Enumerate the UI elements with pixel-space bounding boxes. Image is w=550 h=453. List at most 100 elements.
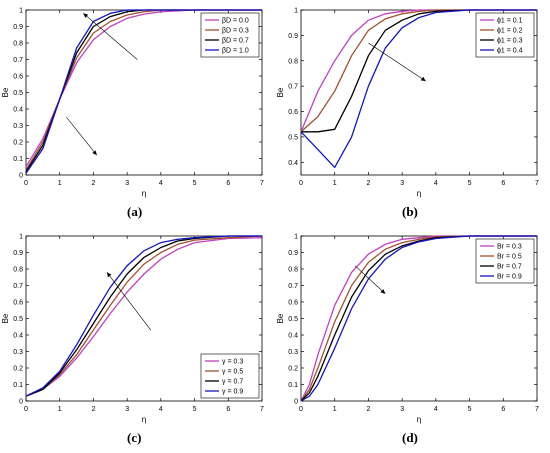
x-tick-label: 0 — [299, 406, 303, 413]
x-tick-label: 3 — [125, 406, 129, 413]
x-tick-label: 1 — [333, 406, 337, 413]
y-tick-label: 0.4 — [288, 333, 298, 340]
x-tick-label: 4 — [434, 180, 438, 187]
panel-caption-a: (a) — [127, 204, 143, 219]
y-tick-label: 0.7 — [13, 283, 23, 290]
y-tick-label: 1 — [294, 8, 298, 15]
y-tick-label: 0.4 — [13, 107, 23, 114]
x-tick-label: 5 — [193, 180, 197, 187]
x-axis-label: η — [417, 415, 421, 424]
y-tick-label: 0.2 — [13, 366, 23, 373]
y-tick-label: 0.2 — [288, 366, 298, 373]
x-axis-label: η — [417, 189, 421, 198]
legend: γ = 0.3 γ = 0.5 γ = 0.7 γ = 0.9 — [200, 353, 260, 399]
x-tick-label: 7 — [260, 180, 264, 187]
y-tick-label: 0.3 — [288, 349, 298, 356]
legend: Br = 0.3 Br = 0.5 Br = 0.7 Br = 0.9 — [475, 238, 535, 284]
legend-entry: Br = 0.7 — [497, 264, 522, 271]
y-tick-label: 1 — [19, 234, 23, 241]
y-axis-label: Be — [276, 313, 285, 323]
y-tick-label: 0.5 — [13, 90, 23, 97]
y-tick-label: 0.7 — [288, 84, 298, 91]
y-tick-label: 0.4 — [13, 333, 23, 340]
y-tick-label: 0 — [19, 173, 23, 180]
x-tick-label: 1 — [58, 406, 62, 413]
x-tick-label: 2 — [366, 406, 370, 413]
legend-entry: Br = 0.5 — [497, 254, 522, 261]
panel-caption-c: (c) — [127, 430, 142, 445]
x-tick-label: 1 — [58, 180, 62, 187]
x-tick-label: 6 — [501, 406, 505, 413]
legend-entry: βD = 1.0 — [222, 48, 249, 55]
x-tick-label: 3 — [400, 406, 404, 413]
x-tick-label: 6 — [226, 180, 230, 187]
series-line-1 — [25, 237, 263, 397]
panel-caption-b: (b) — [402, 204, 418, 219]
y-tick-label: 0.5 — [288, 134, 298, 141]
legend: ϕ1 = 0.1 ϕ1 = 0.2 ϕ1 = 0.3 ϕ1 = 0.4 — [475, 12, 535, 58]
y-tick-label: 0.7 — [13, 57, 23, 64]
legend-entry: γ = 0.5 — [222, 369, 243, 376]
y-tick-label: 0.8 — [288, 58, 298, 65]
x-tick-label: 1 — [333, 180, 337, 187]
y-tick-label: 0.9 — [13, 250, 23, 257]
x-tick-label: 6 — [501, 180, 505, 187]
legend-entry: βD = 0.0 — [222, 18, 249, 25]
y-tick-label: 0.6 — [288, 300, 298, 307]
y-tick-label: 0 — [294, 399, 298, 406]
y-tick-label: 0.9 — [288, 250, 298, 257]
x-tick-label: 7 — [535, 406, 539, 413]
y-tick-label: 0.1 — [288, 382, 298, 389]
x-tick-label: 3 — [125, 180, 129, 187]
y-tick-label: 0.5 — [13, 316, 23, 323]
series-line-4 — [25, 235, 262, 397]
legend-entry: ϕ1 = 0.3 — [497, 38, 523, 45]
y-tick-label: 0 — [19, 399, 23, 406]
trend-arrow — [354, 265, 386, 294]
series-line-4 — [300, 235, 537, 402]
trend-arrowhead — [380, 289, 386, 294]
x-tick-label: 7 — [260, 406, 264, 413]
y-tick-label: 0.8 — [13, 267, 23, 274]
series-line-3 — [25, 235, 262, 397]
series-line-4 — [25, 9, 262, 174]
legend-entry: γ = 0.9 — [222, 389, 243, 396]
trend-arrow — [106, 272, 151, 331]
x-tick-label: 0 — [24, 180, 28, 187]
y-tick-label: 0.6 — [288, 109, 298, 116]
legend-entry: ϕ1 = 0.2 — [497, 28, 523, 35]
x-tick-label: 7 — [535, 180, 539, 187]
x-tick-label: 5 — [468, 406, 472, 413]
y-tick-label: 1 — [294, 234, 298, 241]
trend-arrowhead — [92, 150, 97, 156]
y-tick-label: 1 — [19, 8, 23, 15]
legend-entry: ϕ1 = 0.4 — [497, 48, 523, 55]
trend-arrowhead — [420, 76, 426, 82]
chart-panel-c: 0 1 2 3 4 5 6 7 0 0.1 0.2 0.3 0.4 0.5 0.6 0.7 0.8 0.9 1 η Be… — [1, 234, 264, 425]
y-tick-label: 0.3 — [13, 123, 23, 130]
panel-caption-d: (d) — [402, 430, 418, 445]
y-tick-label: 0.3 — [13, 349, 23, 356]
y-axis-label: Be — [1, 313, 10, 323]
y-tick-label: 0.1 — [13, 156, 23, 163]
x-tick-label: 0 — [24, 406, 28, 413]
x-tick-label: 2 — [91, 406, 95, 413]
trend-arrow — [368, 42, 426, 82]
trend-arrow — [83, 13, 138, 60]
y-tick-label: 0.1 — [13, 382, 23, 389]
x-axis-label: η — [142, 415, 146, 424]
x-tick-label: 2 — [91, 180, 95, 187]
series-line-2 — [25, 235, 263, 397]
legend: βD = 0.0 βD = 0.3 βD = 0.7 βD = 1.0 — [200, 12, 260, 58]
y-tick-label: 0.9 — [13, 24, 23, 31]
x-axis-label: η — [142, 189, 146, 198]
chart-panel-a: 0 1 2 3 4 5 6 7 0 0.1 0.2 0.3 0.4 0.5 0.6 0.7 0.8 0.9 1 η Be… — [1, 8, 264, 199]
legend-entry: ϕ1 = 0.1 — [497, 18, 523, 25]
y-tick-label: 0.4 — [288, 160, 298, 167]
y-axis-label: Be — [276, 87, 285, 97]
series-line-4 — [300, 9, 537, 169]
x-tick-label: 3 — [400, 180, 404, 187]
trend-arrowhead — [106, 272, 112, 278]
